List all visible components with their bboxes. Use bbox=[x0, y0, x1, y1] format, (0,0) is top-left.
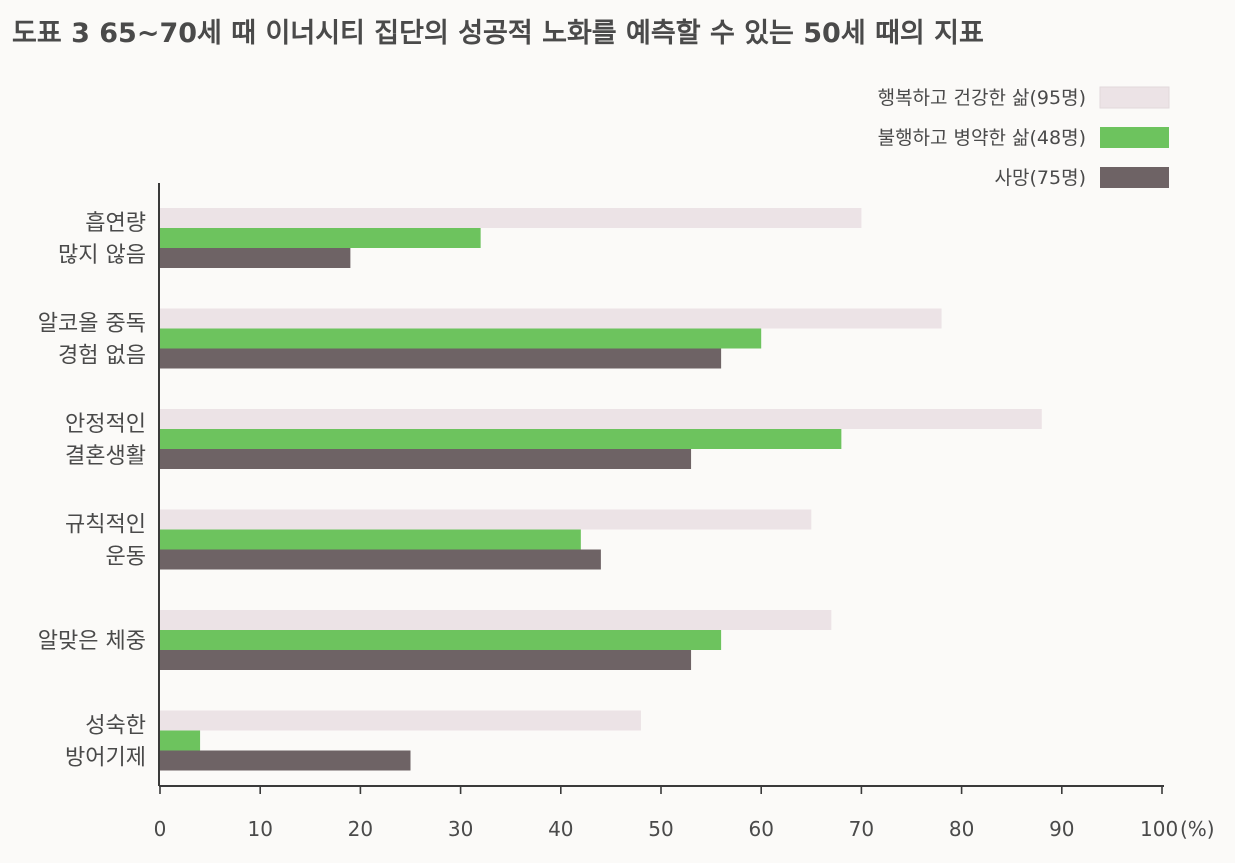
x-tick-label: 0 bbox=[154, 817, 167, 841]
bar-deceased-2 bbox=[160, 449, 692, 469]
bar-unhealthy-3 bbox=[160, 529, 581, 550]
x-axis-unit: (%) bbox=[1180, 817, 1215, 841]
category-label: 알코올 중독 bbox=[38, 312, 146, 337]
x-tick-label: 60 bbox=[748, 817, 773, 841]
bar-unhealthy-0 bbox=[160, 228, 481, 248]
legend-swatch bbox=[1099, 86, 1170, 109]
category-label: 방어기제 bbox=[65, 746, 146, 771]
x-tick-label: 40 bbox=[548, 817, 573, 841]
category-label: 많지 않음 bbox=[58, 243, 146, 268]
x-tick-label: 80 bbox=[949, 817, 974, 841]
legend-label: 사망(75명) bbox=[995, 167, 1086, 189]
x-tick-label: 90 bbox=[1049, 817, 1074, 841]
bar-healthy-3 bbox=[160, 509, 812, 530]
bar-unhealthy-2 bbox=[160, 429, 842, 449]
bar-unhealthy-1 bbox=[160, 328, 762, 349]
bar-healthy-1 bbox=[160, 308, 942, 329]
bar-deceased-3 bbox=[160, 549, 601, 570]
legend-label: 불행하고 병약한 삶(48명) bbox=[878, 127, 1086, 149]
x-tick-label: 100 bbox=[1140, 817, 1178, 841]
chart-title: 도표 3 65~70세 때 이너시티 집단의 성공적 노화를 예측할 수 있는 … bbox=[12, 18, 984, 49]
x-tick-label: 70 bbox=[849, 817, 874, 841]
x-axis-ticks: 0 10 20 30 40 50 60 70 80 90 100 (%) bbox=[154, 786, 1215, 841]
legend-label: 행복하고 건강한 삶(95명) bbox=[878, 87, 1086, 109]
category-label: 성숙한 bbox=[85, 714, 146, 739]
bar-unhealthy-4 bbox=[160, 630, 722, 650]
bar-healthy-4 bbox=[160, 610, 832, 630]
category-label: 흡연량 bbox=[85, 211, 146, 236]
bar-deceased-5 bbox=[160, 750, 411, 771]
category-label: 운동 bbox=[106, 545, 146, 570]
bar-unhealthy-5 bbox=[160, 730, 201, 751]
bar-deceased-4 bbox=[160, 650, 692, 670]
bar-healthy-2 bbox=[160, 409, 1042, 429]
x-tick-label: 50 bbox=[648, 817, 673, 841]
axes bbox=[158, 183, 1164, 787]
bar-deceased-0 bbox=[160, 248, 351, 268]
bar-healthy-0 bbox=[160, 208, 862, 228]
category-label: 규칙적인 bbox=[65, 513, 146, 538]
bar-deceased-1 bbox=[160, 348, 722, 369]
x-tick-label: 20 bbox=[348, 817, 373, 841]
legend-swatch bbox=[1100, 167, 1169, 188]
bars bbox=[160, 208, 1042, 771]
category-label: 경험 없음 bbox=[58, 344, 146, 369]
category-label: 결혼생활 bbox=[65, 444, 146, 469]
category-label: 안정적인 bbox=[65, 412, 146, 437]
bar-healthy-5 bbox=[160, 710, 641, 731]
x-tick-label: 10 bbox=[247, 817, 272, 841]
category-label: 알맞은 체중 bbox=[38, 629, 146, 654]
legend: 행복하고 건강한 삶(95명) 불행하고 병약한 삶(48명) 사망(75명) bbox=[878, 86, 1170, 189]
x-tick-label: 30 bbox=[448, 817, 473, 841]
legend-swatch bbox=[1100, 127, 1169, 148]
